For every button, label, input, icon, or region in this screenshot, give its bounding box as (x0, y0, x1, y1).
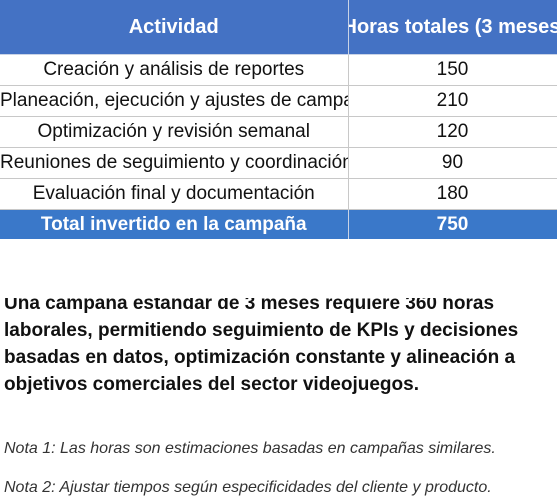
hours-cell[interactable]: 150 (348, 54, 557, 86)
summary-cell[interactable]: Una campaña estándar de 3 meses requiere… (4, 298, 557, 402)
total-value-cell[interactable]: 750 (348, 209, 557, 239)
hours-table: Actividad Horas totales (3 meses) Creaci… (0, 0, 557, 239)
table-header-row: Actividad Horas totales (3 meses) (0, 0, 557, 55)
table-row: Reuniones de seguimiento y coordinación … (0, 147, 557, 179)
hours-cell[interactable]: 210 (348, 85, 557, 117)
hours-cell[interactable]: 90 (348, 147, 557, 179)
summary-text: Una campaña estándar de 3 meses requiere… (4, 298, 519, 395)
note-1[interactable]: Nota 1: Las horas son estimaciones basad… (4, 440, 496, 457)
activity-cell[interactable]: Planeación, ejecución y ajustes de campa… (0, 85, 349, 117)
table-row: Creación y análisis de reportes 150 (0, 54, 557, 86)
table-row: Optimización y revisión semanal 120 (0, 116, 557, 148)
header-hours[interactable]: Horas totales (3 meses) (348, 0, 557, 55)
header-activity[interactable]: Actividad (0, 0, 349, 55)
activity-cell[interactable]: Reuniones de seguimiento y coordinación (0, 147, 349, 179)
hours-cell[interactable]: 120 (348, 116, 557, 148)
activity-cell[interactable]: Optimización y revisión semanal (0, 116, 349, 148)
activity-cell[interactable]: Creación y análisis de reportes (0, 54, 349, 86)
note-2[interactable]: Nota 2: Ajustar tiempos según especifici… (4, 479, 492, 496)
hours-cell[interactable]: 180 (348, 178, 557, 210)
activity-cell[interactable]: Evaluación final y documentación (0, 178, 349, 210)
table-row: Evaluación final y documentación 180 (0, 178, 557, 210)
total-label-cell[interactable]: Total invertido en la campaña (0, 209, 349, 239)
table-row: Planeación, ejecución y ajustes de campa… (0, 85, 557, 117)
total-row: Total invertido en la campaña 750 (0, 209, 557, 239)
